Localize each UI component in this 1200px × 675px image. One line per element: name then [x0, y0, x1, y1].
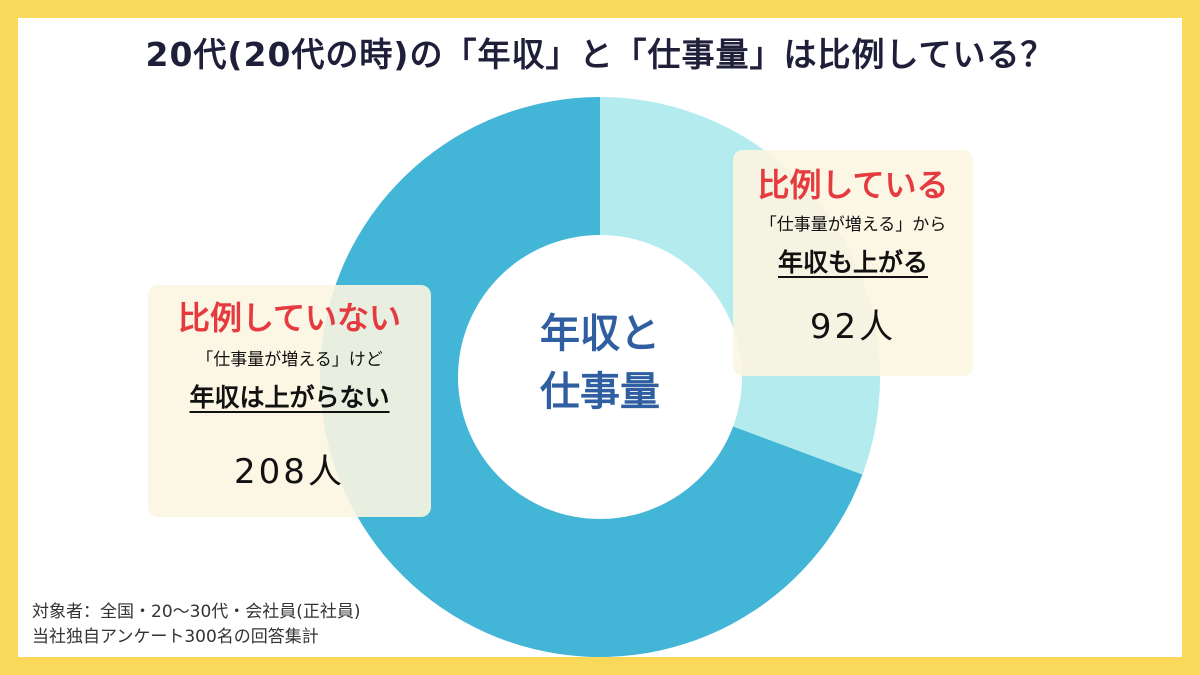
- chart-title: 20代(20代の時)の「年収」と「仕事量」は比例している？: [145, 35, 1055, 74]
- data-label-not-proportional: 208人: [234, 452, 345, 492]
- donut-center-label: 年収と 仕事量: [500, 305, 700, 421]
- callout-not-proportional-sublabel: 「仕事量が増える」けど: [196, 350, 383, 370]
- callout-not-proportional: 比例していない 「仕事量が増える」けど 年収は上がらない 208人: [148, 285, 431, 517]
- footnote: 対象者：全国・20〜30代・会社員(正社員) 当社独自アンケート300名の回答集…: [32, 600, 361, 650]
- center-label-line2: 仕事量: [540, 369, 660, 415]
- callout-not-proportional-heading: 比例していない: [177, 299, 402, 337]
- callout-proportional-heading: 比例している: [757, 166, 949, 204]
- footnote-line2: 当社独自アンケート300名の回答集計: [32, 627, 319, 647]
- callout-proportional: 比例している 「仕事量が増える」から 年収も上がる 92人: [733, 150, 973, 376]
- callout-proportional-sublabel: 「仕事量が増える」から: [759, 215, 947, 235]
- callout-proportional-key-phrase: 年収も上がる: [777, 248, 928, 277]
- slice-not-proportional: [319, 97, 863, 658]
- data-label-proportional: 92人: [809, 307, 897, 347]
- callout-not-proportional-key-phrase: 年収は上がらない: [189, 383, 390, 412]
- center-label-line1: 年収と: [540, 311, 660, 357]
- footnote-line1: 対象者：全国・20〜30代・会社員(正社員): [32, 602, 361, 622]
